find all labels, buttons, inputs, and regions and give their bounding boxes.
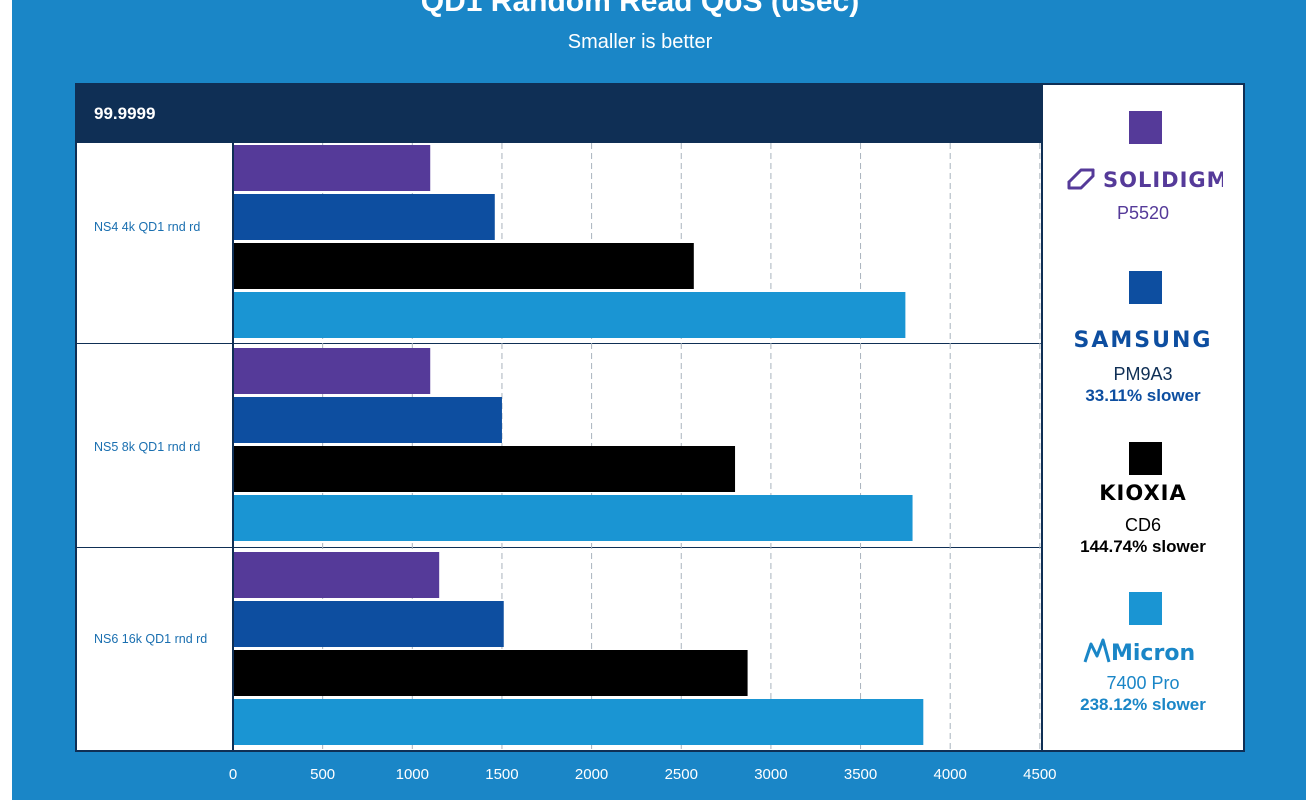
- legend-note-7400-pro: 238.12% slower: [1080, 695, 1206, 714]
- chart-title: QD1 Random Read QoS (usec): [420, 0, 860, 18]
- legend-swatch-pm9a3: [1129, 271, 1162, 304]
- bar-p5520-2: [233, 348, 431, 394]
- svg-text:Micron: Micron: [1111, 641, 1195, 666]
- bar-7400-pro-1: [233, 292, 906, 338]
- samsung-logo: SAMSUNG: [1043, 326, 1243, 357]
- legend-note-pm9a3: 33.11% slower: [1085, 386, 1201, 405]
- x-tick-label: 500: [310, 766, 336, 783]
- legend-swatch-cd6: [1129, 442, 1162, 475]
- bar-pm9a3-1: [233, 194, 495, 240]
- x-tick-label: 0: [228, 766, 238, 783]
- legend-model-p5520: P5520: [1116, 203, 1170, 223]
- legend-model-cd6: CD6: [1124, 515, 1161, 535]
- category-label-ns4: NS4 4k QD1 rnd rd: [94, 220, 201, 234]
- x-tick-label: 2000: [574, 766, 609, 783]
- legend-model-pm9a3: PM9A3: [1113, 364, 1173, 384]
- row-divider: [77, 547, 1041, 548]
- bar-p5520-3: [233, 552, 440, 598]
- x-tick-label: 1500: [485, 766, 519, 783]
- panel-header-label: 99.9999: [94, 104, 156, 123]
- kioxia-logo: KIOXIA: [1043, 479, 1243, 510]
- legend-note-cd6: 144.74% slower: [1080, 537, 1206, 556]
- bar-cd6-2: [233, 446, 736, 492]
- legend-swatch-7400-pro: [1129, 592, 1162, 625]
- svg-text:SAMSUNG: SAMSUNG: [1074, 328, 1213, 352]
- svg-text:KIOXIA: KIOXIA: [1099, 481, 1186, 505]
- x-tick-label: 3000: [754, 766, 788, 783]
- micron-logo: Micron: [1043, 634, 1243, 671]
- y-axis-line: [232, 143, 234, 751]
- bar-7400-pro-3: [233, 699, 924, 745]
- category-label-ns5: NS5 8k QD1 rnd rd: [94, 440, 201, 454]
- x-tick-label: 1000: [395, 766, 429, 783]
- x-tick-label: 4000: [933, 766, 967, 783]
- bar-cd6-1: [233, 243, 694, 289]
- chart-subtitle: Smaller is better: [567, 31, 713, 53]
- bar-p5520-1: [233, 145, 431, 191]
- category-label-ns6: NS6 16k QD1 rnd rd: [94, 632, 208, 646]
- legend-swatch-p5520: [1129, 111, 1162, 144]
- bar-pm9a3-2: [233, 397, 502, 443]
- bar-cd6-3: [233, 650, 748, 696]
- solidigm-logo: SOLIDIGM: [1043, 160, 1243, 201]
- bar-7400-pro-2: [233, 495, 913, 541]
- svg-text:SOLIDIGM: SOLIDIGM: [1103, 168, 1223, 192]
- panel-header: [77, 85, 1041, 143]
- x-tick-label: 2500: [664, 766, 698, 783]
- legend: [1041, 83, 1245, 752]
- row-divider: [77, 343, 1041, 344]
- legend-model-7400-pro: 7400 Pro: [1106, 673, 1180, 693]
- x-tick-label: 4500: [1023, 766, 1057, 783]
- x-tick-label: 3500: [843, 766, 878, 783]
- bar-pm9a3-3: [233, 601, 504, 647]
